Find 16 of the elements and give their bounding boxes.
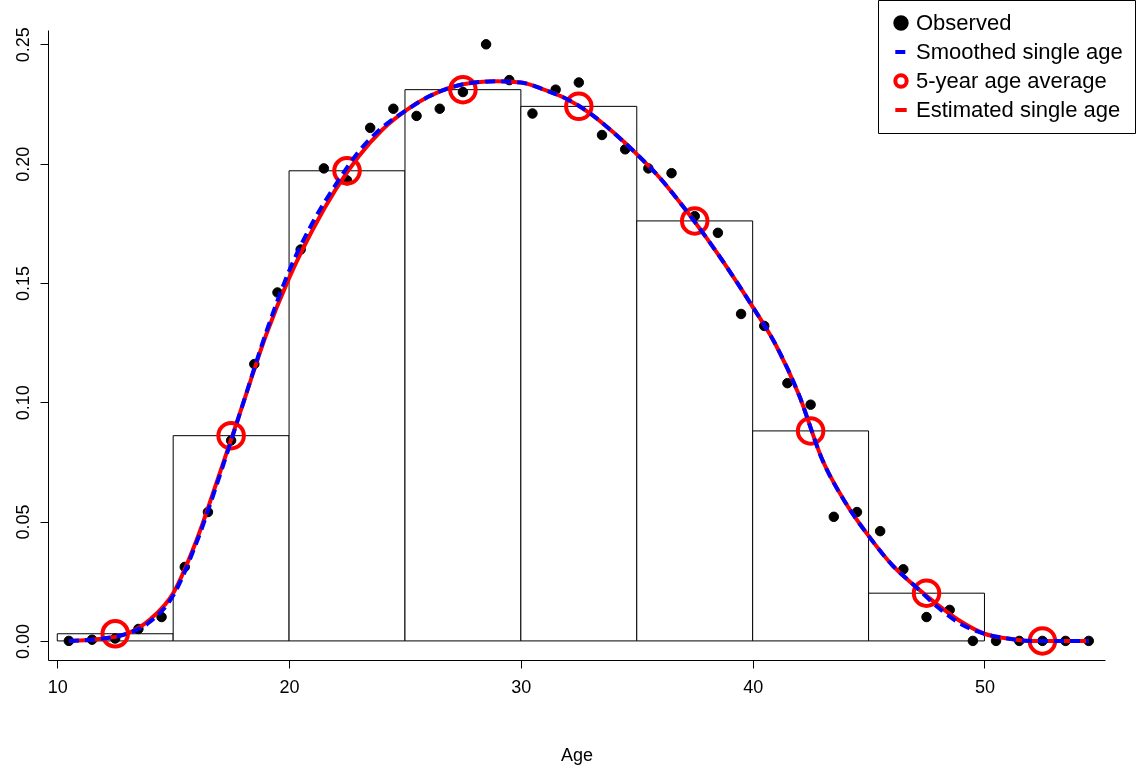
x-tick-label: 40 [743,676,764,697]
y-tick-label: 0.25 [12,27,33,63]
x-tick-label: 50 [974,676,995,697]
y-tick-label: 0.15 [12,265,33,301]
legend-label: Estimated single age [916,97,1121,122]
x-tick-label: 30 [511,676,532,697]
y-tick-label: 0.10 [12,385,33,421]
y-tick-label: 0.05 [12,504,33,540]
x-tick-label: 20 [279,676,300,697]
legend-label: Observed [916,10,1012,35]
y-tick-label: 0.20 [12,146,33,182]
legend-label: Smoothed single age [916,39,1123,64]
legend-label: 5-year age average [916,68,1107,93]
x-axis-title: Age [560,744,594,765]
x-tick-label: 10 [47,676,68,697]
y-tick-label: 0.00 [12,623,33,659]
